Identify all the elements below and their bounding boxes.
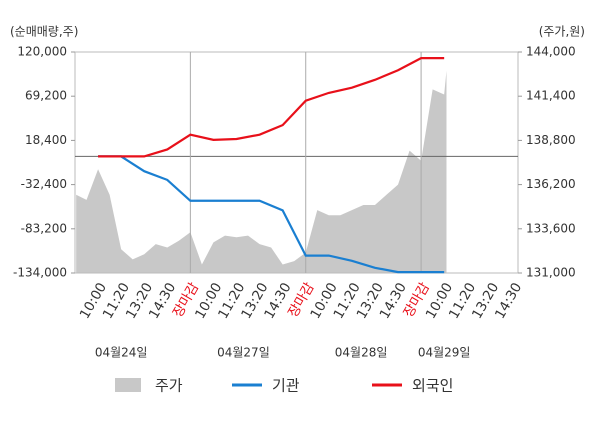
legend-swatch (115, 378, 141, 392)
y2-axis-label: (주가,원) (539, 25, 585, 39)
y2-tick-label: 141,400 (526, 89, 576, 103)
series-line (98, 56, 445, 158)
series-line (98, 155, 445, 274)
y2-tick-label: 138,800 (526, 133, 576, 147)
y-tick-label: -134,000 (13, 266, 67, 280)
legend-label: 기관 (272, 377, 300, 395)
y2-tick-label: 131,000 (526, 266, 576, 280)
y2-tick-label: 133,600 (526, 221, 576, 235)
date-label: 04월28일 (335, 346, 388, 360)
date-label: 04월29일 (418, 346, 471, 360)
y-tick-label: -32,400 (21, 177, 67, 191)
y-tick-label: -83,200 (21, 221, 67, 235)
legend-label: 외국인 (412, 377, 453, 395)
y-tick-label: 69,200 (25, 89, 67, 103)
y2-tick-label: 144,000 (526, 45, 576, 59)
date-label: 04월27일 (217, 346, 270, 360)
price-area (76, 70, 447, 273)
y2-tick-label: 136,200 (526, 177, 576, 191)
legend-label: 주가 (155, 377, 183, 395)
y-tick-label: 18,400 (25, 133, 67, 147)
y-axis-label: (순매매량,주) (10, 25, 78, 39)
plot-frame (74, 51, 519, 274)
date-label: 04월24일 (95, 346, 148, 360)
y-tick-label: 120,000 (17, 45, 67, 59)
